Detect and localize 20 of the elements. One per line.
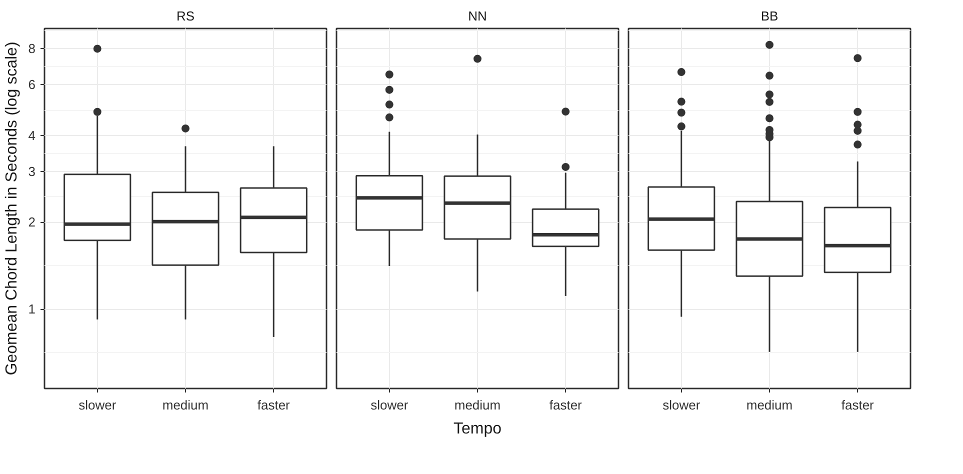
y-tick-label: 3: [28, 164, 36, 179]
x-axis-title: Tempo: [453, 420, 502, 438]
x-tick-label: medium: [746, 398, 793, 412]
x-tick-label: medium: [454, 398, 501, 412]
y-tick-label: 2: [28, 214, 36, 230]
y-tick-label: 4: [28, 128, 36, 143]
x-tick-label: medium: [162, 398, 209, 412]
x-tick-label: slower: [370, 398, 409, 412]
y-tick-label: 8: [28, 41, 36, 56]
x-tick-label: faster: [549, 398, 583, 412]
chart-title: NN: [468, 8, 487, 24]
y-tick-label: 6: [28, 77, 36, 92]
x-tick-label: faster: [841, 398, 875, 412]
chart-title: BB: [760, 8, 778, 24]
y-axis-title: Geomean Chord Length in Seconds (log scale): [3, 42, 20, 376]
chart-title: RS: [176, 8, 195, 24]
x-tick-label: slower: [78, 398, 117, 412]
x-tick-label: faster: [257, 398, 291, 412]
y-tick-label: 1: [28, 302, 36, 317]
x-tick-label: slower: [662, 398, 701, 412]
